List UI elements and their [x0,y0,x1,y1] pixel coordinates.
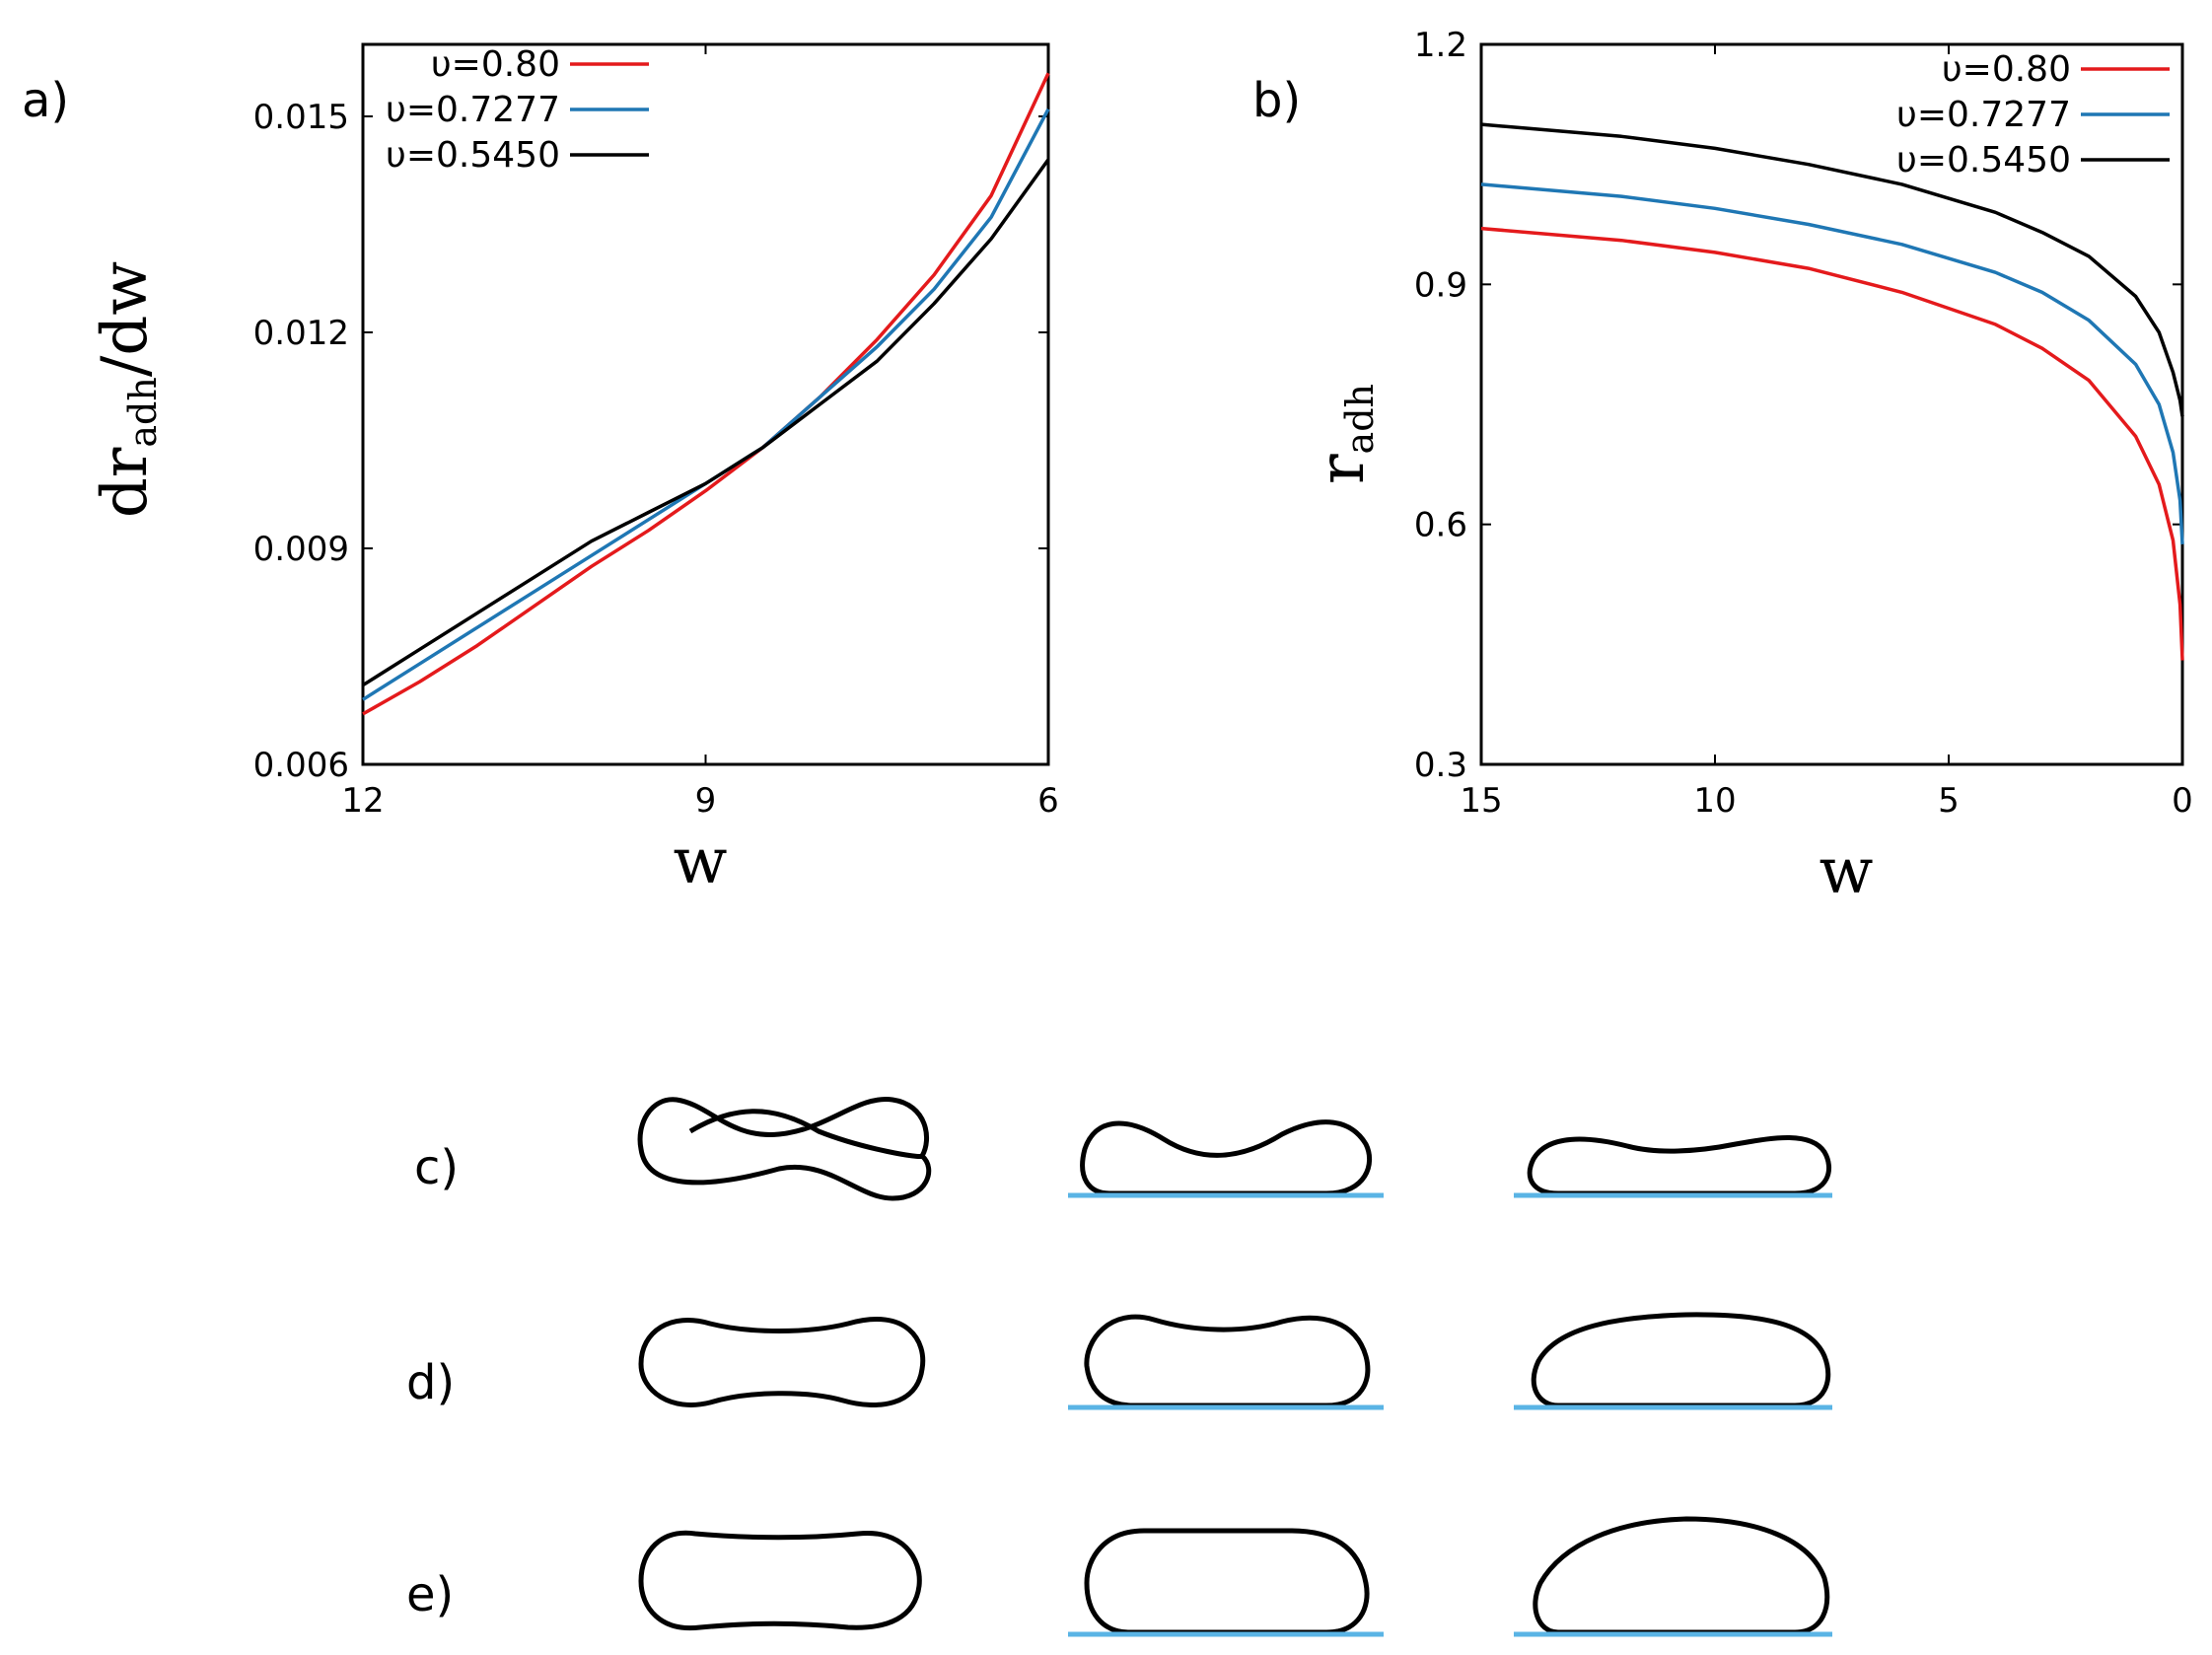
chart-b-xtick-label: 0 [2172,781,2193,821]
chart-b-xlabel: w [1820,835,1874,908]
chart-a-xtick-label: 9 [695,781,717,821]
chart-a-xtick-label: 12 [341,781,384,821]
chart-a-ylabel-main: dr [89,447,162,518]
chart-b-ytick-label: 0.9 [1414,265,1467,305]
chart-b-xtick-label: 10 [1693,781,1736,821]
chart-a-ytick-label: 0.012 [253,314,349,353]
chart-a-ytick-label: 0.009 [253,530,349,569]
chart-a-ylabel: dradh/dw [89,261,165,518]
chart-a-ytick-label: 0.015 [253,98,349,137]
vesicle-d1 [638,1317,926,1407]
vesicle-c3 [1527,1135,1831,1196]
panel-label-b: b) [1252,73,1301,128]
chart-b-frame [1479,42,2184,766]
chart-b-ylabel-main: r [1306,454,1379,484]
chart-b-legend-label-2: υ=0.5450 [1896,140,2071,180]
chart-a-series-line-2 [362,158,1050,687]
chart-a-legend-label-0: υ=0.80 [431,44,560,85]
vesicle-e1 [638,1530,922,1631]
vesicle-c2 [1080,1119,1373,1196]
shape-row-c [637,1097,1831,1201]
chart-a-series-line-0 [362,72,1050,716]
chart-b-ytick-label: 1.2 [1414,26,1467,65]
panel-label-d: d) [406,1355,455,1410]
chart-b-xtick-label: 5 [1938,781,1960,821]
vesicle-d2 [1084,1314,1371,1408]
chart-b-series-line-2 [1480,122,2184,417]
chart-a-series-line-1 [362,108,1050,701]
vesicle-e3 [1533,1516,1830,1635]
chart-b-series-line-1 [1480,182,2184,544]
chart-a-legend-label-1: υ=0.7277 [386,90,560,130]
chart-b-ytick-label: 0.6 [1414,506,1467,545]
vesicle-c1 [637,1097,932,1201]
panel-label-a: a) [22,73,69,128]
chart-b-ytick-label: 0.3 [1414,746,1467,785]
chart-a-ylabel-sub: adh [121,377,165,447]
chart-a-ylabel-tail: /dw [89,261,162,377]
chart-a-legend-label-2: υ=0.5450 [386,135,560,176]
chart-a: 12 9 6 0.006 0.009 0.012 0.015 υ=0.80 υ=0.7277 υ=… [253,42,1059,821]
chart-a-xtick-label: 6 [1037,781,1059,821]
chart-a-ytick-label: 0.006 [253,746,349,785]
panel-label-c: c) [414,1140,459,1195]
chart-a-xlabel: w [674,826,728,899]
chart-b-legend-label-1: υ=0.7277 [1896,95,2071,135]
chart-b-ylabel-sub: adh [1338,384,1382,454]
chart-b-xtick-label: 15 [1460,781,1502,821]
shape-row-e [638,1516,1830,1635]
chart-b-series-line-0 [1480,226,2184,661]
chart-b-ylabel: radh [1306,384,1382,484]
vesicle-e2 [1084,1528,1370,1635]
vesicle-d3 [1531,1312,1831,1408]
chart-b: 15 10 5 0 0.3 0.6 0.9 1.2 υ=0.80 υ=0.7277 υ=0.5450 [1414,26,2193,821]
chart-b-legend-label-0: υ=0.80 [1942,49,2071,90]
panel-label-e: e) [406,1567,454,1622]
shape-row-d [638,1312,1831,1408]
